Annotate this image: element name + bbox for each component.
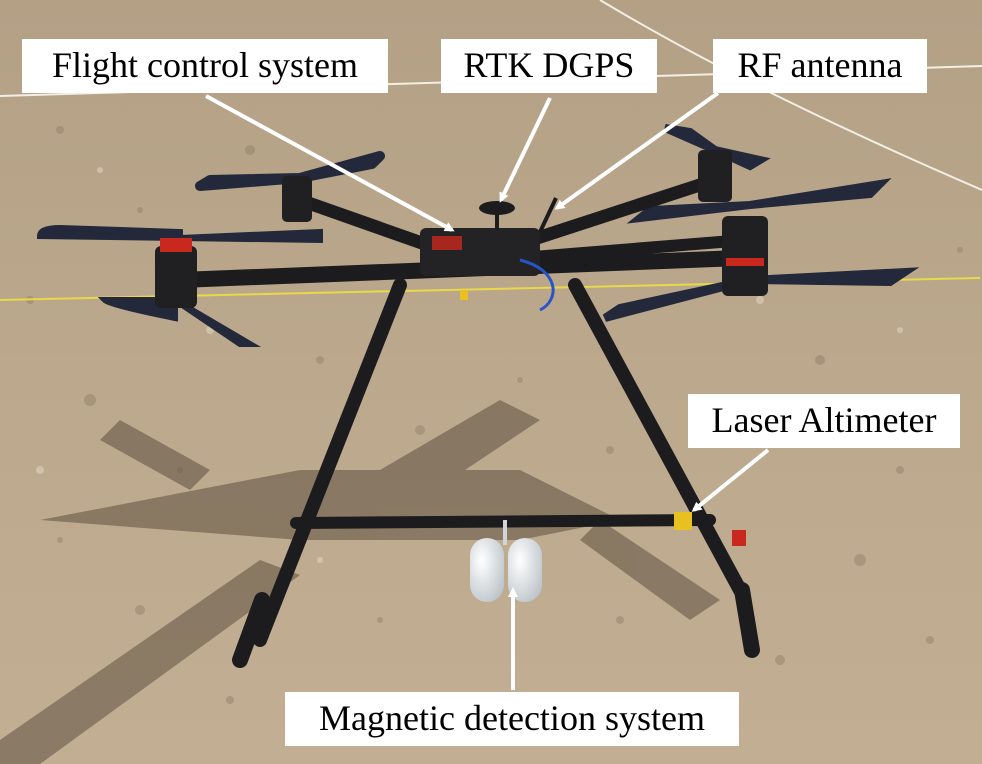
magnetic-sensor-pods [470,520,542,602]
rf-antenna-label: RF antenna [713,39,927,93]
laser-altimeter-unit [674,512,692,530]
center-body [420,197,558,312]
motors [155,150,768,308]
magnetic-detection-system-label: Magnetic detection system [285,692,739,746]
gear-end-cap [732,530,746,546]
propellers [36,124,920,347]
laser-altimeter-label: Laser Altimeter [688,394,960,448]
flight-control-system-label: Flight control system [22,39,388,93]
rtk-dgps-label: RTK DGPS [441,39,657,93]
callout-arrows [205,91,770,690]
